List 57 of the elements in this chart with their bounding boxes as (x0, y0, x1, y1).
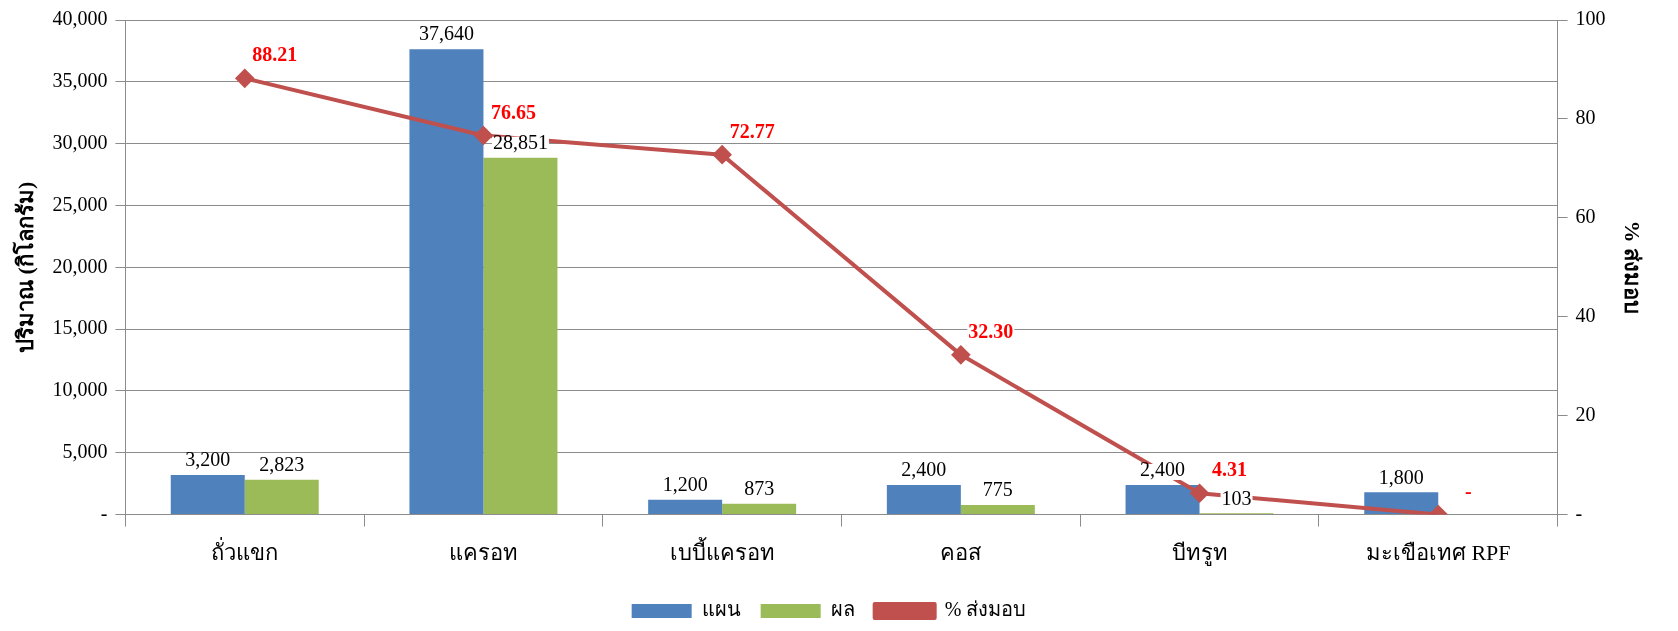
y-axis-title: ปริมาณ (กิโลกรัม) (11, 181, 38, 353)
y2-tick-label: 40 (1575, 304, 1596, 327)
data-label: 76.65 (490, 100, 536, 123)
data-label: 32.30 (968, 320, 1014, 343)
y-tick-label: 20,000 (52, 254, 108, 277)
data-label: 1,200 (662, 473, 708, 496)
data-label: 873 (744, 477, 775, 500)
legend-label: แผน (701, 598, 741, 621)
y2-axis-title: % ส่งมอบ (1620, 220, 1646, 315)
y2-tick-label: - (1575, 501, 1583, 524)
y-tick-label: 10,000 (52, 378, 108, 401)
bar (722, 503, 797, 515)
y-tick-label: 25,000 (52, 192, 108, 215)
data-label: 1,800 (1378, 465, 1424, 488)
data-label: 88.21 (252, 43, 298, 66)
y-tick-label: 5,000 (62, 440, 108, 463)
y-tick-label: 40,000 (52, 7, 108, 30)
data-label: 4.31 (1212, 458, 1248, 481)
x-tick-label: ถั่วแขก (211, 536, 279, 565)
point (951, 345, 970, 364)
bar (409, 49, 484, 515)
x-tick-label: เบบี้แครอท (669, 536, 775, 565)
point (1190, 484, 1209, 503)
y-tick-label: 30,000 (52, 130, 108, 153)
data-label: 103 (1221, 486, 1252, 509)
data-label: 37,640 (418, 22, 474, 45)
point (235, 69, 254, 88)
y-tick-label: 15,000 (52, 316, 108, 339)
y2-tick-label: 20 (1575, 402, 1596, 425)
bar (244, 479, 319, 515)
bar (960, 505, 1035, 515)
legend-label: % ส่งมอบ (944, 598, 1027, 621)
bar (886, 484, 961, 515)
bar (483, 157, 558, 515)
data-label: 2,400 (901, 458, 947, 481)
data-label: 3,200 (185, 448, 231, 471)
y-tick-label: - (100, 501, 108, 524)
x-tick-label: บีทรูท (1171, 539, 1228, 566)
bar (1125, 484, 1200, 515)
bar (648, 499, 723, 515)
data-label: 28,851 (492, 131, 548, 154)
data-label: 72.77 (729, 119, 775, 142)
x-tick-label: แครอท (448, 539, 518, 565)
y-tick-label: 35,000 (52, 69, 108, 92)
point (474, 126, 493, 145)
y2-tick-label: 100 (1575, 7, 1606, 30)
y2-tick-label: 60 (1575, 205, 1596, 228)
y2-tick-label: 80 (1575, 106, 1596, 129)
bar (170, 475, 245, 515)
x-tick-label: มะเขือเทศ RPF (1365, 539, 1511, 565)
data-label: 2,823 (259, 452, 305, 475)
point (713, 145, 732, 164)
data-label: 775 (982, 478, 1013, 501)
x-tick-label: คอส (940, 539, 983, 565)
data-label: - (1464, 479, 1472, 502)
legend-label: ผล (830, 598, 855, 621)
data-label: 2,400 (1140, 458, 1186, 481)
